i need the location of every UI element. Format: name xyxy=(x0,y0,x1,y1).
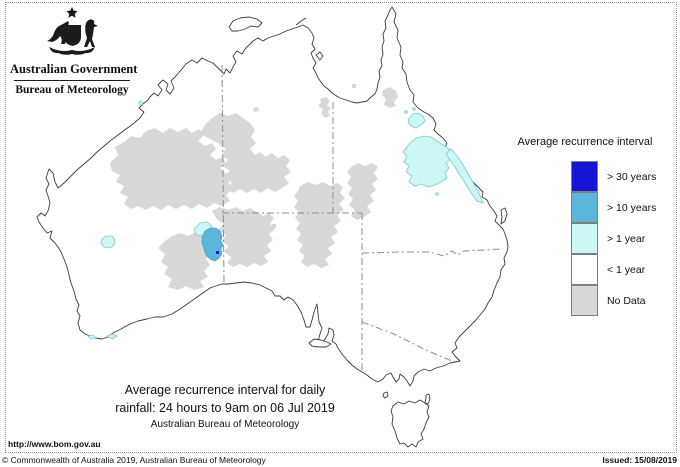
legend-row-lt1yr: < 1 year xyxy=(571,254,645,286)
caption-line-3: Australian Bureau of Meteorology xyxy=(150,419,300,430)
melville-island xyxy=(228,16,263,32)
legend-row-gt1yr: > 1 year xyxy=(571,223,645,255)
bom-logo-block: Australian Government Bureau of Meteorol… xyxy=(10,4,138,96)
bom-url-text: http://www.bom.gov.au xyxy=(8,439,101,449)
legend-swatch-gt1yr xyxy=(571,223,598,254)
legend-swatch-gt30yr xyxy=(571,161,598,192)
crest-emu-icon xyxy=(84,19,98,47)
border-wa-nt-sa xyxy=(221,64,225,285)
bureau-of-meteorology-title: Bureau of Meteorology xyxy=(15,84,129,96)
legend-label-lt1yr: < 1 year xyxy=(607,264,646,276)
crest-shield-icon xyxy=(64,25,81,46)
gt-30-years-region xyxy=(216,251,219,254)
legend-label-gt1yr: > 1 year xyxy=(607,233,646,245)
groote-eylandt xyxy=(315,51,324,61)
copyright-text: © Commonwealth of Australia 2019, Austra… xyxy=(2,455,266,465)
legend-label-gt10yr: > 10 years xyxy=(607,202,657,214)
legend: Average recurrence interval > 30 years >… xyxy=(505,136,677,316)
legend-row-gt10yr: > 10 years xyxy=(571,192,656,224)
crest-scroll-icon xyxy=(49,47,95,55)
crest-kangaroo-icon xyxy=(47,21,69,44)
legend-row-gt30yr: > 30 years xyxy=(571,161,656,193)
legend-label-nodata: No Data xyxy=(607,295,646,307)
map-caption: Average recurrence interval for daily ra… xyxy=(75,381,375,431)
legend-swatch-nodata xyxy=(571,285,598,316)
crest-star-icon xyxy=(66,7,78,18)
issued-date-text: Issued: 15/08/2019 xyxy=(602,455,677,465)
tasmania-outline xyxy=(390,399,430,448)
flinders-island xyxy=(424,393,431,405)
border-nsw-vic-murray xyxy=(361,321,460,363)
wessel-islands xyxy=(295,17,307,26)
legend-swatch-gt10yr xyxy=(571,192,598,223)
islands xyxy=(228,16,508,448)
gt-1-year-regions xyxy=(87,100,484,340)
king-island xyxy=(382,391,389,399)
no-data-regions xyxy=(110,84,398,290)
australian-government-title: Australian Government xyxy=(10,62,138,76)
border-qld-nsw-lat29 xyxy=(361,248,504,257)
kangaroo-island xyxy=(308,338,332,348)
legend-color-column: > 30 years > 10 years > 1 year < 1 year … xyxy=(571,161,656,317)
state-borders xyxy=(221,64,504,372)
caption-line-1: Average recurrence interval for daily xyxy=(124,383,326,397)
legend-swatch-lt1yr xyxy=(571,254,598,285)
logo-divider xyxy=(14,80,130,81)
legend-label-gt30yr: > 30 years xyxy=(607,171,657,183)
fraser-island xyxy=(500,207,508,225)
coat-of-arms xyxy=(47,7,98,55)
legend-row-nodata: No Data xyxy=(571,285,646,317)
caption-line-2: rainfall: 24 hours to 9am on 06 Jul 2019 xyxy=(115,401,335,415)
legend-title: Average recurrence interval xyxy=(517,136,653,148)
